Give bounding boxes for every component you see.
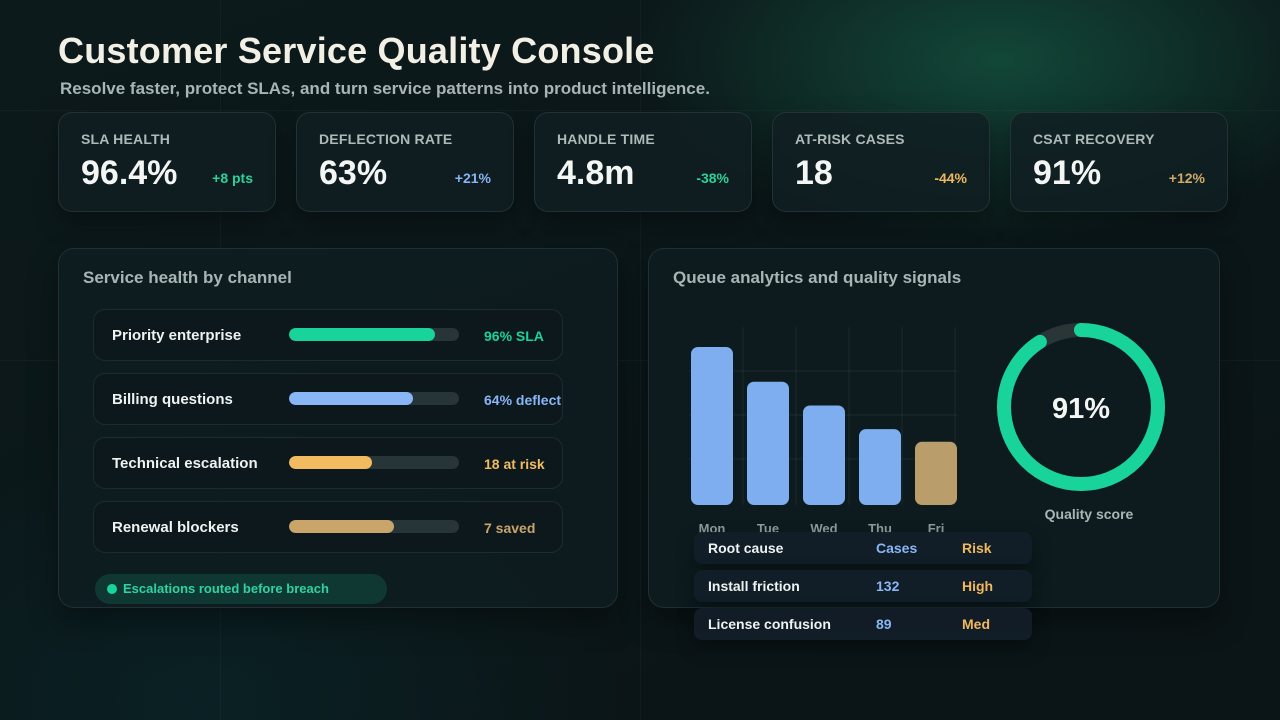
root-cause-header-row: Root cause Cases Risk: [694, 532, 1032, 564]
kpi-label: HANDLE TIME: [557, 131, 655, 147]
progress-fill: [289, 456, 373, 469]
channel-metric: 64% deflect: [484, 392, 562, 408]
table-cell-risk: High: [962, 578, 994, 594]
channel-label: Technical escalation: [112, 455, 258, 472]
bar-wed: [803, 405, 845, 505]
kpi-delta: +21%: [454, 170, 491, 186]
kpi-label: CSAT RECOVERY: [1033, 131, 1155, 147]
pill-text: Escalations routed before breach: [123, 581, 329, 596]
kpi-value: 91%: [1033, 154, 1102, 192]
background-gridline: [0, 110, 1280, 111]
table-cell-cause: License confusion: [708, 616, 831, 632]
table-header-cases: Cases: [876, 540, 918, 556]
kpi-value: 4.8m: [557, 154, 635, 192]
table-cell-cases: 132: [876, 578, 900, 594]
kpi-card-deflection-rate[interactable]: DEFLECTION RATE 63% +21%: [296, 112, 514, 212]
table-header-root-cause: Root cause: [708, 540, 784, 556]
channel-metric: 18 at risk: [484, 456, 545, 472]
kpi-value: 96.4%: [81, 154, 178, 192]
table-cell-risk: Med: [962, 616, 990, 632]
page-title: Customer Service Quality Console: [58, 30, 655, 71]
channel-row-billing-questions[interactable]: Billing questions 64% deflect: [93, 373, 563, 425]
gauge-arc: [997, 323, 1165, 491]
kpi-value: 63%: [319, 154, 388, 192]
table-row[interactable]: License confusion 89 Med: [694, 608, 1032, 640]
channel-metric: 96% SLA: [484, 328, 544, 344]
progress-fill: [289, 520, 395, 533]
bar-fri: [915, 441, 957, 505]
kpi-label: AT-RISK CASES: [795, 131, 905, 147]
channel-row-renewal-blockers[interactable]: Renewal blockers 7 saved: [93, 501, 563, 553]
progress-track: [289, 392, 459, 405]
kpi-value: 18: [795, 154, 833, 192]
kpi-delta: +12%: [1168, 170, 1205, 186]
gauge-value: 91%: [1052, 393, 1110, 425]
table-row[interactable]: Install friction 132 High: [694, 570, 1032, 602]
channel-label: Priority enterprise: [112, 327, 242, 344]
bar-tue: [747, 381, 789, 505]
table-header-risk: Risk: [962, 540, 992, 556]
kpi-card-sla-health[interactable]: SLA HEALTH 96.4% +8 pts: [58, 112, 276, 212]
kpi-label: DEFLECTION RATE: [319, 131, 453, 147]
status-dot-icon: [107, 584, 117, 594]
quality-score-label: Quality score: [1044, 506, 1134, 522]
channel-label: Renewal blockers: [112, 519, 239, 536]
escalation-status-pill[interactable]: Escalations routed before breach: [95, 574, 387, 604]
kpi-card-handle-time[interactable]: HANDLE TIME 4.8m -38%: [534, 112, 752, 212]
panel-title: Service health by channel: [83, 268, 292, 287]
progress-track: [289, 520, 459, 533]
panel-title: Queue analytics and quality signals: [673, 268, 962, 287]
kpi-delta: -44%: [934, 170, 967, 186]
kpi-delta: -38%: [696, 170, 729, 186]
kpi-label: SLA HEALTH: [81, 131, 171, 147]
table-cell-cause: Install friction: [708, 578, 800, 594]
channel-health-panel: Service health by channel Priority enter…: [58, 248, 618, 608]
bar-mon: [691, 347, 733, 505]
kpi-card-at-risk-cases[interactable]: AT-RISK CASES 18 -44%: [772, 112, 990, 212]
progress-fill: [289, 392, 414, 405]
kpi-delta: +8 pts: [212, 170, 253, 186]
channel-label: Billing questions: [112, 391, 233, 408]
progress-fill: [289, 328, 436, 341]
progress-track: [289, 456, 459, 469]
channel-row-priority-enterprise[interactable]: Priority enterprise 96% SLA: [93, 309, 563, 361]
progress-track: [289, 328, 459, 341]
page-subtitle: Resolve faster, protect SLAs, and turn s…: [60, 79, 710, 98]
channel-metric: 7 saved: [484, 520, 536, 536]
kpi-card-csat-recovery[interactable]: CSAT RECOVERY 91% +12%: [1010, 112, 1228, 212]
channel-row-technical-escalation[interactable]: Technical escalation 18 at risk: [93, 437, 563, 489]
table-cell-cases: 89: [876, 616, 892, 632]
bar-thu: [859, 429, 901, 505]
